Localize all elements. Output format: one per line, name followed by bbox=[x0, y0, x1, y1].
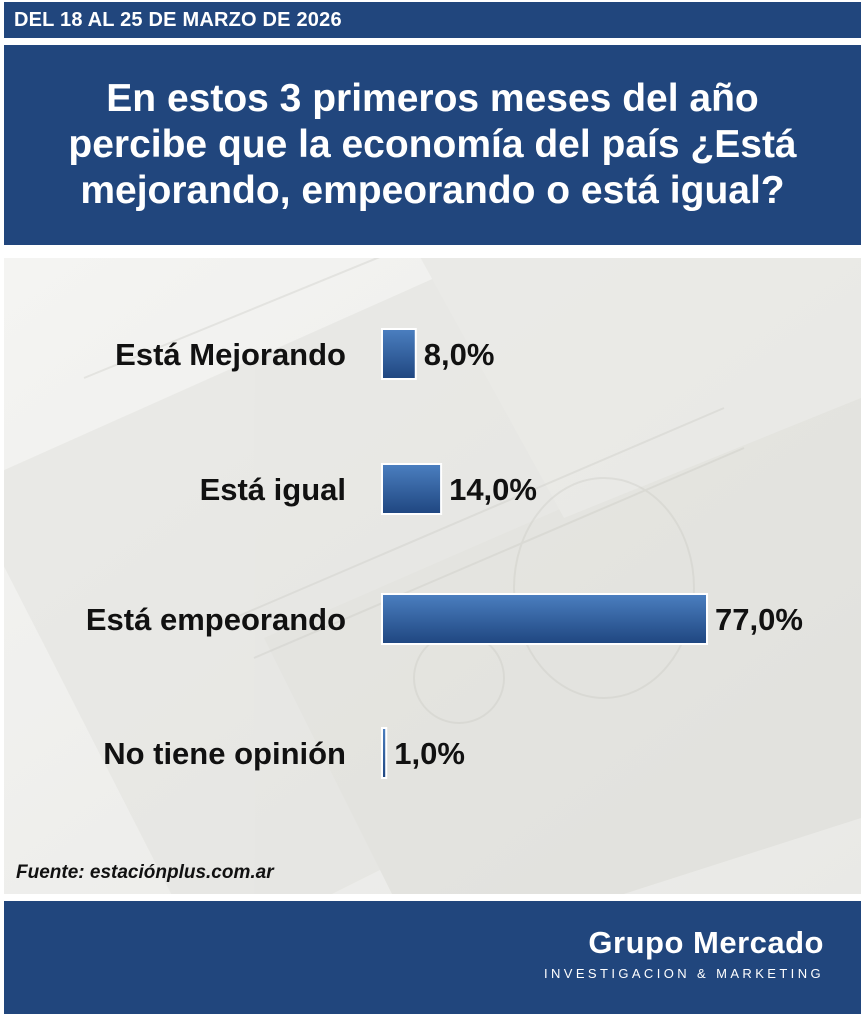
bar-no-tiene-opinion bbox=[381, 727, 388, 779]
footer-banner: Grupo Mercado INVESTIGACION & MARKETING bbox=[4, 901, 861, 1014]
value-label-esta-igual: 14,0% bbox=[449, 472, 537, 507]
value-label-no-tiene-opinion: 1,0% bbox=[394, 736, 465, 771]
category-label-esta-igual: Está igual bbox=[200, 472, 346, 507]
chart-panel: Está Mejorando 8,0% Está igual 14,0% Está em… bbox=[4, 258, 861, 894]
question-banner: En estos 3 primeros meses del año percib… bbox=[4, 45, 861, 245]
date-range-banner: DEL 18 AL 25 DE MARZO DE 2026 bbox=[4, 2, 861, 38]
category-label-esta-empeorando: Está empeorando bbox=[86, 602, 346, 637]
bar-esta-empeorando bbox=[381, 593, 708, 645]
source-note: Fuente: estaciónplus.com.ar bbox=[16, 862, 274, 883]
brand-tagline: INVESTIGACION & MARKETING bbox=[543, 966, 824, 981]
category-label-esta-mejorando: Está Mejorando bbox=[115, 337, 346, 372]
survey-question: En estos 3 primeros meses del año percib… bbox=[68, 77, 797, 212]
banknotes-background-image bbox=[4, 258, 861, 894]
brand-logo-name: Grupo Mercado bbox=[588, 925, 824, 960]
value-label-esta-mejorando: 8,0% bbox=[424, 337, 495, 372]
bar-esta-mejorando bbox=[381, 328, 417, 380]
date-range-text: DEL 18 AL 25 DE MARZO DE 2026 bbox=[14, 9, 342, 31]
bar-esta-igual bbox=[381, 463, 443, 515]
chart-marks: Está Mejorando 8,0% Está igual 14,0% Está em… bbox=[86, 328, 803, 779]
category-label-no-tiene-opinion: No tiene opinión bbox=[103, 736, 346, 771]
horizontal-bar-chart: Está Mejorando 8,0% Está igual 14,0% Está em… bbox=[86, 328, 803, 779]
value-label-esta-empeorando: 77,0% bbox=[715, 602, 803, 637]
